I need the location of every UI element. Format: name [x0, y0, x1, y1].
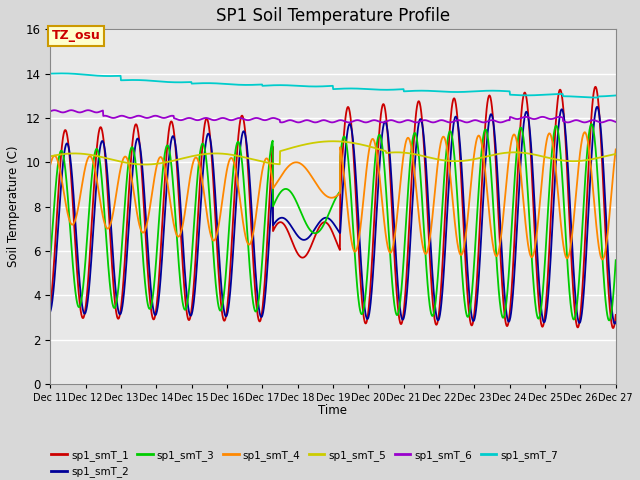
sp1_smT_2 — [575, 320, 583, 326]
sp1_smT_5 — [57, 152, 65, 157]
sp1_smT_4 — [302, 166, 310, 171]
sp1_smT_2 — [302, 237, 310, 242]
sp1_smT_1 — [592, 84, 600, 90]
sp1_smT_6 — [576, 118, 584, 124]
sp1_smT_2 — [436, 312, 444, 317]
sp1_smT_4 — [598, 256, 606, 262]
sp1_smT_1 — [436, 300, 444, 305]
Line: sp1_smT_2: sp1_smT_2 — [50, 107, 616, 324]
sp1_smT_6 — [46, 108, 54, 114]
sp1_smT_7 — [576, 94, 584, 100]
sp1_smT_7 — [612, 93, 620, 98]
sp1_smT_5 — [329, 138, 337, 144]
sp1_smT_2 — [57, 186, 65, 192]
sp1_smT_7 — [594, 95, 602, 100]
sp1_smT_5 — [337, 139, 344, 144]
Y-axis label: Soil Temperature (C): Soil Temperature (C) — [7, 146, 20, 267]
sp1_smT_6 — [57, 109, 65, 115]
sp1_smT_4 — [46, 162, 54, 168]
sp1_smT_3 — [436, 242, 444, 248]
sp1_smT_6 — [336, 117, 344, 123]
sp1_smT_5 — [46, 154, 54, 159]
sp1_smT_6 — [436, 118, 444, 123]
sp1_smT_5 — [576, 158, 584, 164]
sp1_smT_7 — [148, 78, 156, 84]
sp1_smT_2 — [336, 230, 344, 236]
sp1_smT_7 — [336, 86, 344, 92]
sp1_smT_1 — [575, 320, 583, 326]
sp1_smT_4 — [57, 172, 65, 178]
sp1_smT_3 — [336, 189, 344, 195]
sp1_smT_6 — [612, 119, 620, 125]
Title: SP1 Soil Temperature Profile: SP1 Soil Temperature Profile — [216, 7, 450, 25]
sp1_smT_1 — [148, 309, 156, 314]
sp1_smT_2 — [611, 321, 618, 326]
sp1_smT_2 — [612, 319, 620, 325]
sp1_smT_2 — [148, 291, 156, 297]
sp1_smT_3 — [148, 302, 156, 308]
sp1_smT_3 — [46, 256, 54, 262]
Line: sp1_smT_3: sp1_smT_3 — [50, 124, 616, 320]
sp1_smT_4 — [336, 191, 344, 196]
sp1_smT_3 — [612, 257, 620, 263]
Line: sp1_smT_1: sp1_smT_1 — [50, 87, 616, 328]
sp1_smT_6 — [148, 114, 156, 120]
sp1_smT_1 — [57, 155, 65, 161]
sp1_smT_3 — [605, 317, 613, 323]
sp1_smT_5 — [437, 157, 445, 163]
sp1_smT_1 — [46, 304, 54, 310]
Legend: sp1_smT_1, sp1_smT_2, sp1_smT_3, sp1_smT_4, sp1_smT_5, sp1_smT_6, sp1_smT_7: sp1_smT_1, sp1_smT_2, sp1_smT_3, sp1_smT… — [47, 446, 563, 480]
sp1_smT_3 — [57, 148, 65, 154]
sp1_smT_1 — [302, 252, 310, 258]
sp1_smT_4 — [575, 156, 583, 162]
Line: sp1_smT_5: sp1_smT_5 — [50, 141, 616, 165]
sp1_smT_7 — [436, 88, 444, 94]
sp1_smT_2 — [46, 309, 54, 315]
X-axis label: Time: Time — [319, 405, 348, 418]
Line: sp1_smT_6: sp1_smT_6 — [50, 110, 616, 122]
sp1_smT_6 — [84, 108, 92, 113]
sp1_smT_6 — [303, 117, 310, 123]
sp1_smT_1 — [609, 325, 617, 331]
sp1_smT_3 — [302, 220, 310, 226]
sp1_smT_7 — [303, 84, 310, 89]
sp1_smT_5 — [141, 162, 149, 168]
sp1_smT_5 — [148, 161, 156, 167]
sp1_smT_7 — [57, 71, 65, 76]
sp1_smT_4 — [612, 146, 620, 152]
Line: sp1_smT_4: sp1_smT_4 — [50, 132, 616, 259]
sp1_smT_3 — [575, 274, 583, 279]
sp1_smT_5 — [612, 151, 620, 157]
sp1_smT_7 — [46, 71, 54, 76]
sp1_smT_7 — [58, 71, 65, 76]
sp1_smT_2 — [593, 104, 601, 110]
sp1_smT_4 — [436, 144, 444, 150]
sp1_smT_3 — [588, 121, 595, 127]
sp1_smT_5 — [303, 141, 310, 147]
sp1_smT_1 — [336, 246, 344, 252]
sp1_smT_1 — [612, 312, 620, 318]
Text: TZ_osu: TZ_osu — [52, 29, 100, 42]
Line: sp1_smT_7: sp1_smT_7 — [50, 73, 616, 97]
sp1_smT_6 — [497, 120, 504, 125]
sp1_smT_4 — [148, 195, 156, 201]
sp1_smT_4 — [580, 130, 588, 135]
